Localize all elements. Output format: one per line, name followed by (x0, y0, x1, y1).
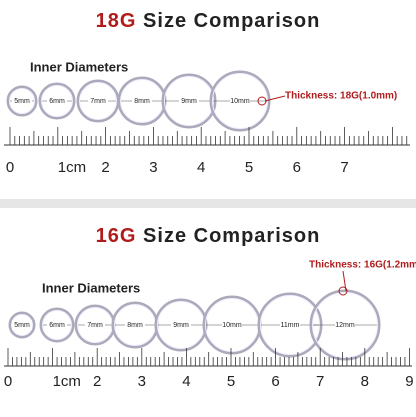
ruler-label: 0 (6, 159, 14, 176)
thickness-pointer (342, 270, 347, 292)
thickness-pointer (264, 95, 286, 102)
ring-label: 8mm (127, 322, 143, 329)
ring-label: 6mm (49, 322, 65, 329)
label-bg (171, 320, 191, 330)
ring-inner (11, 314, 33, 336)
ruler-label: 3 (138, 373, 146, 390)
divider (0, 199, 416, 208)
gauge: 16G (96, 225, 137, 247)
thickness-label: Thickness: 16G(1.2mm) (309, 260, 416, 271)
ruler-label: 1cm (58, 159, 86, 176)
label-bg (280, 320, 300, 330)
label-bg (88, 96, 108, 106)
ring-inner (212, 73, 268, 129)
ruler-label: 9 (405, 373, 413, 390)
label-bg (179, 96, 199, 106)
title: Size Comparison (143, 225, 320, 247)
ring-label: 5mm (14, 98, 30, 105)
ring-inner (9, 88, 35, 114)
ring-label: 12mm (335, 322, 355, 329)
label-bg (230, 96, 250, 106)
label-bg (47, 320, 67, 330)
ring (6, 85, 38, 117)
label-bg (12, 96, 32, 106)
subtitle: Inner Diameters (42, 280, 140, 295)
ring-label: 7mm (90, 98, 106, 105)
label-bg (85, 320, 105, 330)
ruler-label: 6 (271, 373, 279, 390)
ruler-label: 1cm (53, 373, 81, 390)
label-bg (335, 320, 355, 330)
ring (39, 307, 75, 343)
panel-title: 16G Size Comparison (96, 225, 321, 247)
ruler-label: 4 (197, 159, 205, 176)
label-bg (222, 320, 242, 330)
ruler-label: 7 (340, 159, 348, 176)
ruler-label: 6 (293, 159, 301, 176)
ring-inner (79, 82, 117, 120)
title: Size Comparison (143, 10, 320, 32)
ruler-label: 4 (182, 373, 190, 390)
ruler-label: 0 (4, 373, 12, 390)
ring-label: 9mm (173, 322, 189, 329)
ring-label: 11mm (281, 322, 300, 329)
ring-label: 10mm (222, 322, 242, 329)
ruler-label: 2 (93, 373, 101, 390)
ruler-label: 5 (227, 373, 235, 390)
ruler-label: 7 (316, 373, 324, 390)
ruler-label: 3 (149, 159, 157, 176)
thickness-label: Thickness: 18G(1.0mm) (285, 91, 397, 102)
ring-inner (41, 85, 73, 117)
ring-inner (42, 310, 72, 340)
gauge: 18G (96, 10, 137, 32)
ruler-label: 8 (361, 373, 369, 390)
ring (8, 311, 36, 339)
label-bg (132, 96, 152, 106)
ring-label: 7mm (87, 322, 103, 329)
thickness-marker (338, 286, 348, 296)
ring-label: 5mm (14, 322, 30, 329)
ring (309, 289, 381, 361)
subtitle: Inner Diameters (30, 59, 128, 74)
ring-label: 6mm (49, 98, 65, 105)
label-bg (47, 96, 67, 106)
ruler-label: 5 (245, 159, 253, 176)
ring (38, 82, 76, 120)
ring-label: 8mm (134, 98, 150, 105)
panel-title: 18G Size Comparison (96, 10, 321, 32)
ring-inner (312, 292, 378, 358)
ring (209, 70, 271, 132)
ring-label: 10mm (230, 98, 250, 105)
ring-label: 9mm (181, 98, 197, 105)
ruler-label: 2 (101, 159, 109, 176)
label-bg (125, 320, 145, 330)
label-bg (12, 320, 32, 330)
